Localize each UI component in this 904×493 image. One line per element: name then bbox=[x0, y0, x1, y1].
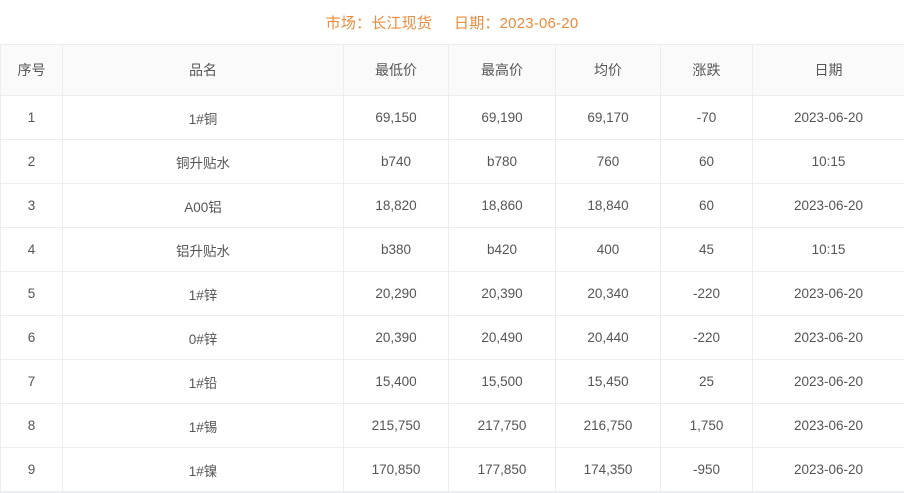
cell-low-price: 20,290 bbox=[344, 272, 449, 316]
cell-name: 铝升贴水 bbox=[63, 228, 344, 272]
cell-date: 2023-06-20 bbox=[753, 96, 904, 140]
cell-average-price: 69,170 bbox=[556, 96, 661, 140]
cell-name: 1#铜 bbox=[63, 96, 344, 140]
cell-date: 2023-06-20 bbox=[753, 184, 904, 228]
cell-name: 0#锌 bbox=[63, 316, 344, 360]
cell-date: 2023-06-20 bbox=[753, 360, 904, 404]
column-header-avg: 均价 bbox=[556, 45, 661, 96]
cell-average-price: 15,450 bbox=[556, 360, 661, 404]
cell-index: 4 bbox=[1, 228, 63, 272]
cell-date: 2023-06-20 bbox=[753, 404, 904, 448]
cell-average-price: 174,350 bbox=[556, 448, 661, 492]
table-header: 序号 品名 最低价 最高价 均价 涨跌 日期 bbox=[1, 45, 904, 96]
cell-high-price: 20,390 bbox=[449, 272, 556, 316]
cell-index: 2 bbox=[1, 140, 63, 184]
cell-change: -70 bbox=[661, 96, 753, 140]
cell-date: 2023-06-20 bbox=[753, 316, 904, 360]
cell-index: 1 bbox=[1, 96, 63, 140]
cell-low-price: 20,390 bbox=[344, 316, 449, 360]
page-title: 市场：长江现货 日期：2023-06-20 bbox=[0, 0, 904, 44]
cell-change: 1,750 bbox=[661, 404, 753, 448]
cell-date: 10:15 bbox=[753, 228, 904, 272]
cell-high-price: 69,190 bbox=[449, 96, 556, 140]
cell-high-price: 18,860 bbox=[449, 184, 556, 228]
cell-name: 1#锡 bbox=[63, 404, 344, 448]
cell-high-price: b780 bbox=[449, 140, 556, 184]
cell-name: 1#铅 bbox=[63, 360, 344, 404]
cell-low-price: 170,850 bbox=[344, 448, 449, 492]
cell-average-price: 760 bbox=[556, 140, 661, 184]
cell-name: A00铝 bbox=[63, 184, 344, 228]
cell-index: 9 bbox=[1, 448, 63, 492]
cell-change: 60 bbox=[661, 140, 753, 184]
cell-index: 7 bbox=[1, 360, 63, 404]
cell-change: -950 bbox=[661, 448, 753, 492]
cell-high-price: b420 bbox=[449, 228, 556, 272]
cell-high-price: 15,500 bbox=[449, 360, 556, 404]
cell-change: 25 bbox=[661, 360, 753, 404]
cell-low-price: b740 bbox=[344, 140, 449, 184]
cell-high-price: 177,850 bbox=[449, 448, 556, 492]
cell-average-price: 400 bbox=[556, 228, 661, 272]
cell-average-price: 18,840 bbox=[556, 184, 661, 228]
cell-date: 2023-06-20 bbox=[753, 448, 904, 492]
table-header-row: 序号 品名 最低价 最高价 均价 涨跌 日期 bbox=[1, 45, 904, 96]
cell-low-price: 15,400 bbox=[344, 360, 449, 404]
cell-average-price: 20,340 bbox=[556, 272, 661, 316]
column-header-low: 最低价 bbox=[344, 45, 449, 96]
cell-change: -220 bbox=[661, 316, 753, 360]
cell-index: 6 bbox=[1, 316, 63, 360]
cell-average-price: 20,440 bbox=[556, 316, 661, 360]
cell-change: 45 bbox=[661, 228, 753, 272]
cell-date: 2023-06-20 bbox=[753, 272, 904, 316]
cell-low-price: 69,150 bbox=[344, 96, 449, 140]
cell-low-price: 18,820 bbox=[344, 184, 449, 228]
cell-change: -220 bbox=[661, 272, 753, 316]
cell-change: 60 bbox=[661, 184, 753, 228]
cell-index: 3 bbox=[1, 184, 63, 228]
cell-date: 10:15 bbox=[753, 140, 904, 184]
cell-name: 1#锌 bbox=[63, 272, 344, 316]
cell-average-price: 216,750 bbox=[556, 404, 661, 448]
cell-name: 1#镍 bbox=[63, 448, 344, 492]
column-header-change: 涨跌 bbox=[661, 45, 753, 96]
cell-low-price: b380 bbox=[344, 228, 449, 272]
date-label: 日期：2023-06-20 bbox=[454, 12, 578, 33]
cell-index: 5 bbox=[1, 272, 63, 316]
cell-name: 铜升贴水 bbox=[63, 140, 344, 184]
market-label: 市场：长江现货 bbox=[326, 12, 432, 33]
cell-high-price: 217,750 bbox=[449, 404, 556, 448]
column-header-date: 日期 bbox=[753, 45, 904, 96]
cell-high-price: 20,490 bbox=[449, 316, 556, 360]
column-header-high: 最高价 bbox=[449, 45, 556, 96]
cell-low-price: 215,750 bbox=[344, 404, 449, 448]
column-header-name: 品名 bbox=[63, 45, 344, 96]
column-header-index: 序号 bbox=[1, 45, 63, 96]
cell-index: 8 bbox=[1, 404, 63, 448]
